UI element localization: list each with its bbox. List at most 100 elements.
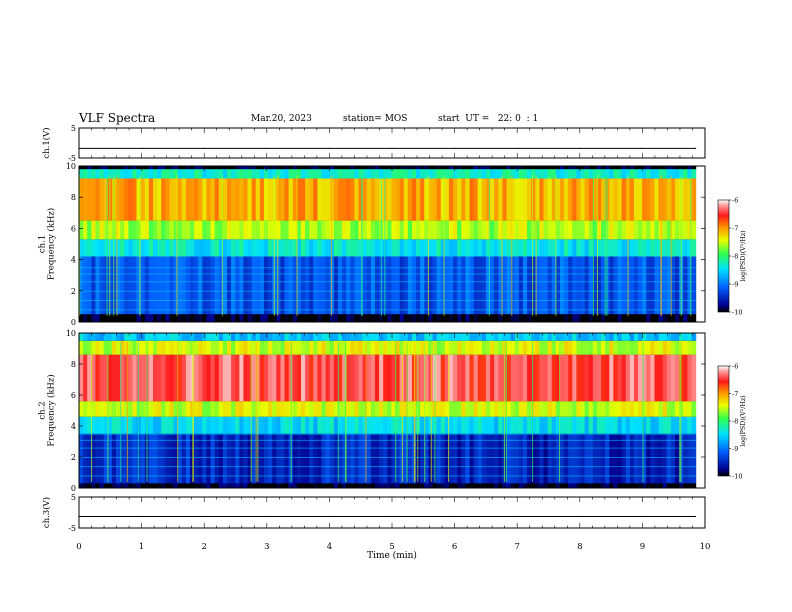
heatmap-cell bbox=[161, 433, 166, 484]
heatmap-cell bbox=[140, 178, 146, 221]
heatmap-cell bbox=[510, 401, 516, 417]
heatmap-cell bbox=[169, 239, 175, 257]
heatmap-cell bbox=[650, 416, 656, 434]
heatmap-cell bbox=[321, 401, 327, 417]
heatmap-cell bbox=[662, 483, 668, 488]
heatmap-cell bbox=[210, 416, 216, 434]
heatmap-cell bbox=[420, 483, 425, 488]
heatmap-cell bbox=[555, 256, 561, 315]
heatmap-cell bbox=[132, 166, 138, 170]
heatmap-cell bbox=[662, 166, 668, 170]
heatmap-cell bbox=[555, 178, 561, 221]
heatmap-cell bbox=[148, 256, 154, 315]
heatmap-cell bbox=[469, 354, 475, 402]
heatmap-cell bbox=[576, 166, 582, 170]
heatmap-cell bbox=[633, 166, 639, 170]
heatmap-cell bbox=[576, 178, 582, 221]
heatmap-cell bbox=[662, 239, 668, 257]
heatmap-cell bbox=[522, 416, 528, 434]
heatmap-cell bbox=[251, 340, 257, 355]
heatmap-cell bbox=[280, 239, 286, 257]
heatmap-cell bbox=[403, 433, 409, 484]
heatmap-cell bbox=[198, 314, 203, 322]
heatmap-cell bbox=[592, 333, 598, 341]
heatmap-cell bbox=[387, 354, 393, 402]
heatmap-cell bbox=[670, 340, 676, 355]
heatmap-cell bbox=[198, 483, 203, 488]
heatmap-cell bbox=[140, 256, 146, 315]
heatmap-cell bbox=[679, 416, 684, 434]
trace-point bbox=[579, 147, 581, 149]
heatmap-cell bbox=[568, 401, 573, 417]
x-tick-label: 5 bbox=[389, 542, 394, 552]
heatmap-cell bbox=[621, 239, 627, 257]
heatmap-cell bbox=[596, 433, 602, 484]
heatmap-cell bbox=[691, 354, 697, 402]
heatmap-cell bbox=[662, 169, 668, 179]
heatmap-cell bbox=[83, 433, 88, 484]
heatmap-cell bbox=[572, 483, 577, 488]
heatmap-cell bbox=[436, 340, 442, 355]
heatmap-cell bbox=[95, 333, 101, 341]
heatmap-cell bbox=[494, 433, 499, 484]
heatmap-cell bbox=[391, 220, 397, 240]
heatmap-cell bbox=[473, 483, 479, 488]
heatmap-cell bbox=[453, 220, 458, 240]
heatmap-cell bbox=[428, 433, 434, 484]
heatmap-cell bbox=[621, 178, 627, 221]
heatmap-cell bbox=[481, 256, 487, 315]
heatmap-cell bbox=[613, 178, 619, 221]
heatmap-cell bbox=[259, 256, 265, 315]
heatmap-cell bbox=[239, 433, 245, 484]
heatmap-cell bbox=[666, 314, 672, 322]
heatmap-cell bbox=[609, 166, 614, 170]
heatmap-cell bbox=[539, 354, 545, 402]
heatmap-cell bbox=[103, 239, 109, 257]
heatmap-cell bbox=[572, 256, 577, 315]
heatmap-cell bbox=[272, 166, 277, 170]
heatmap-cell bbox=[407, 354, 413, 402]
heatmap-streak bbox=[380, 175, 382, 316]
heatmap-cell bbox=[305, 401, 310, 417]
heatmap-cell bbox=[95, 256, 101, 315]
heatmap-cell bbox=[95, 239, 101, 257]
y-tick-label: 10 bbox=[66, 162, 76, 171]
heatmap-cell bbox=[280, 354, 286, 402]
heatmap-cell bbox=[650, 340, 656, 355]
heatmap-cell bbox=[226, 256, 232, 315]
heatmap-cell bbox=[309, 169, 314, 179]
heatmap-cell bbox=[613, 433, 619, 484]
heatmap-cell bbox=[584, 333, 590, 341]
heatmap-cell bbox=[424, 354, 430, 402]
heatmap-cell bbox=[436, 178, 442, 221]
heatmap-cell bbox=[411, 483, 417, 488]
heatmap-cell bbox=[588, 354, 594, 402]
heatmap-cell bbox=[539, 169, 545, 179]
heatmap-cell bbox=[243, 166, 249, 170]
heatmap-cell bbox=[621, 220, 627, 240]
heatmap-streak bbox=[690, 175, 692, 316]
heatmap-cell bbox=[391, 256, 397, 315]
heatmap-cell bbox=[617, 433, 623, 484]
heatmap-cell bbox=[239, 340, 245, 355]
heatmap-streak bbox=[192, 342, 194, 482]
heatmap-cell bbox=[374, 239, 380, 257]
heatmap-cell bbox=[313, 166, 319, 170]
heatmap-cell bbox=[337, 401, 343, 417]
heatmap-cell bbox=[268, 416, 273, 434]
heatmap-cell bbox=[325, 354, 331, 402]
heatmap-cell bbox=[342, 220, 347, 240]
colorbar-tick-label: -9 bbox=[732, 281, 738, 289]
heatmap-cell bbox=[617, 483, 623, 488]
heatmap-cell bbox=[329, 354, 335, 402]
heatmap-cell bbox=[535, 178, 540, 221]
heatmap-cell bbox=[128, 220, 134, 240]
heatmap-cell bbox=[239, 220, 245, 240]
heatmap-cell bbox=[370, 166, 376, 170]
heatmap-cell bbox=[313, 340, 319, 355]
heatmap-cell bbox=[210, 401, 216, 417]
heatmap-cell bbox=[91, 166, 97, 170]
heatmap-streak bbox=[257, 342, 259, 482]
heatmap-cell bbox=[173, 169, 179, 179]
heatmap-cell bbox=[173, 483, 179, 488]
